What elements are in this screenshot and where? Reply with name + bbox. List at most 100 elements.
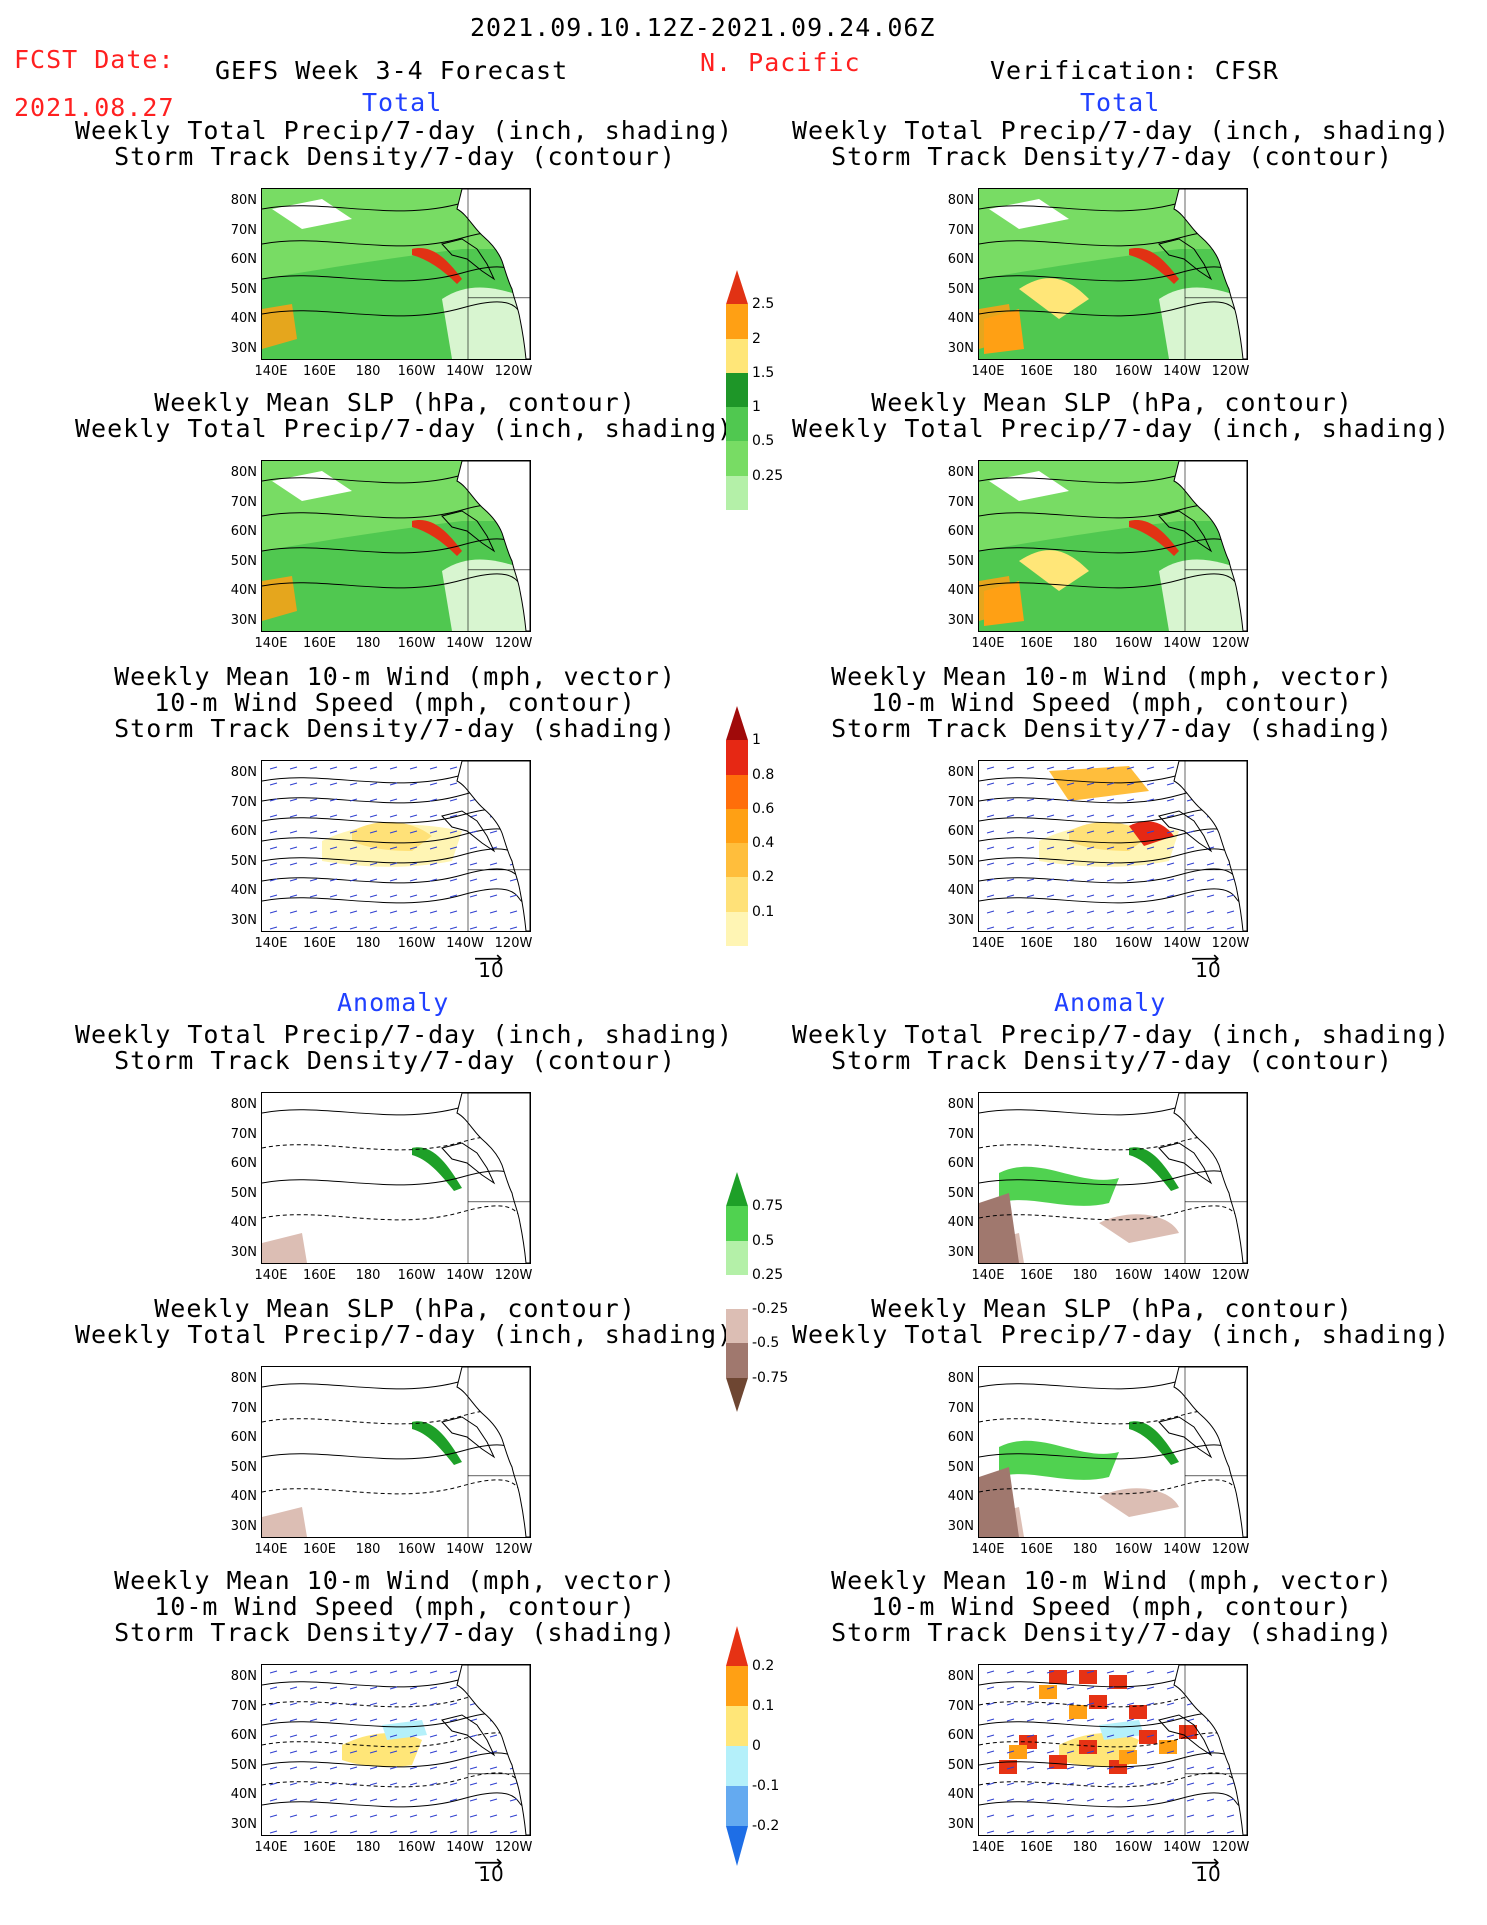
x-tick-right-5-2: 180 [1072,1840,1098,1855]
map-panel-right-0 [978,188,1248,360]
y-tick-right-5-4: 40N [947,1787,974,1802]
y-tick-left-1-4: 40N [230,583,257,598]
y-tick-right-2-1: 70N [947,794,974,810]
panel-left-0-title-1: Weekly Total Precip/7-day (inch, shading… [75,116,734,145]
x-tick-right-2-2: 180 [1072,936,1098,951]
x-tick-left-2-4: 140W [446,936,484,951]
y-tick-left-0-0: 80N [230,193,257,208]
y-tick-left-0-2: 60N [230,252,257,267]
x-tick-left-5-3: 160W [397,1840,436,1855]
x-tick-left-2-1: 160E [302,936,337,951]
y-tick-left-2-4: 40N [230,883,257,898]
x-tick-right-1-2: 180 [1072,636,1098,651]
map-canvas-right-1 [979,461,1247,631]
colorbar-anom_storm_density_colorbar-swatch-4 [726,1666,748,1706]
colorbar-anom_storm_density_colorbar-label-3: 0.1 [752,1698,775,1714]
y-tick-right-5-1: 70N [947,1698,974,1714]
colorbar-anom_precip_colorbar-swatch-5 [726,1206,748,1241]
y-tick-left-1-0: 80N [230,465,257,480]
colorbar-total_storm_density_colorbar-label-5: 1 [752,732,761,749]
y-tick-right-0-5: 30N [947,340,974,356]
x-tick-right-1-0: 140E [971,636,1005,651]
y-tick-left-4-1: 70N [230,1400,257,1416]
x-tick-right-5-1: 160E [1019,1840,1054,1855]
colorbar-total_storm_density_colorbar-label-4: 0.8 [752,766,775,783]
map-canvas-right-5 [979,1665,1247,1835]
x-tick-right-1-4: 140W [1163,636,1201,651]
y-tick-left-5-5: 30N [230,1816,257,1832]
x-tick-left-1-0: 140E [254,636,288,651]
x-tick-right-5-4: 140W [1163,1840,1201,1855]
period-title: 2021.09.10.12Z-2021.09.24.06Z [470,13,936,42]
y-tick-right-3-5: 30N [947,1244,974,1260]
colorbar-anom_storm_density_colorbar-label-4: 0.2 [752,1658,775,1674]
colorbar-anom_storm_density_colorbar-label-2: 0 [752,1738,761,1754]
y-tick-left-5-0: 80N [230,1669,257,1684]
colorbar-total_precip_colorbar-label-2: 1 [752,399,761,416]
x-tick-left-4-2: 180 [355,1542,381,1557]
colorbar-anom_precip_colorbar-swatch-4 [726,1240,748,1275]
colorbar-total_precip_colorbar-swatch-1 [726,441,748,476]
x-tick-right-5-5: 120W [1211,1840,1250,1855]
colorbar-total_storm_density_colorbar-swatch-4 [726,774,748,809]
section-total-left: Total [362,88,443,117]
y-tick-right-2-3: 50N [947,853,974,869]
colorbar-total_storm_density_colorbar-swatch-2 [726,843,748,878]
colorbar-total_precip_colorbar-label-1: 0.5 [752,433,775,450]
y-tick-left-0-5: 30N [230,340,257,356]
y-tick-right-1-1: 70N [947,494,974,510]
y-tick-right-5-2: 60N [947,1728,974,1743]
x-tick-right-3-5: 120W [1211,1268,1250,1283]
colorbar-anom_precip_colorbar-label-4: 0.5 [752,1232,775,1249]
colorbar-anom_precip_colorbar-label-5: 0.75 [752,1198,784,1215]
y-tick-right-1-5: 30N [947,612,974,628]
vector-ref-arrow-left-5: ⟶ [474,1850,503,1874]
panel-left-5-title-3: Storm Track Density/7-day (shading) [114,1618,676,1647]
y-tick-right-4-1: 70N [947,1400,974,1416]
y-tick-left-4-0: 80N [230,1371,257,1386]
y-tick-right-4-5: 30N [947,1518,974,1534]
map-canvas-left-1 [262,461,530,631]
x-tick-left-1-1: 160E [302,636,337,651]
map-canvas-right-4 [979,1367,1247,1537]
x-tick-right-4-1: 160E [1019,1542,1054,1557]
panel-left-4-title-2: Weekly Total Precip/7-day (inch, shading… [75,1320,734,1349]
y-tick-right-3-1: 70N [947,1126,974,1142]
x-tick-left-3-3: 160W [397,1268,436,1283]
x-tick-left-4-3: 160W [397,1542,436,1557]
vector-ref-left-5: 10 [478,1862,504,1886]
colorbar-total_precip_colorbar-swatch-3 [726,372,748,408]
y-tick-left-4-2: 60N [230,1430,257,1445]
section-total-right: Total [1080,88,1161,117]
x-tick-right-0-0: 140E [971,364,1005,379]
y-tick-right-1-3: 50N [947,553,974,569]
x-tick-left-5-1: 160E [302,1840,337,1855]
x-tick-left-0-5: 120W [494,364,533,379]
x-tick-left-0-2: 180 [355,364,381,379]
x-tick-left-2-5: 120W [494,936,533,951]
y-tick-right-4-2: 60N [947,1430,974,1445]
y-tick-left-3-3: 50N [230,1185,257,1201]
y-tick-right-5-3: 50N [947,1757,974,1773]
colorbar-total_precip_colorbar-label-5: 2.5 [752,296,775,313]
y-tick-right-3-4: 40N [947,1215,974,1230]
x-tick-left-1-5: 120W [494,636,533,651]
y-tick-right-2-2: 60N [947,824,974,839]
colorbar-anom_precip_colorbar-swatch-6 [726,1172,748,1207]
y-tick-right-2-0: 80N [947,765,974,780]
colorbar-total_storm_density_colorbar [726,706,748,946]
colorbar-total_storm_density_colorbar-label-1: 0.2 [752,869,775,886]
vector-ref-arrow-left-2: ⟶ [474,946,503,970]
y-tick-right-3-3: 50N [947,1185,974,1201]
map-panel-right-2 [978,760,1248,932]
y-tick-left-2-3: 50N [230,853,257,869]
map-canvas-right-0 [979,189,1247,359]
x-tick-left-3-5: 120W [494,1268,533,1283]
colorbar-total_precip_colorbar-label-3: 1.5 [752,364,775,381]
y-tick-right-3-0: 80N [947,1097,974,1112]
map-panel-right-4 [978,1366,1248,1538]
colorbar-anom_precip_colorbar-label-0: -0.75 [752,1369,789,1386]
y-tick-right-1-2: 60N [947,524,974,539]
section-anomaly-left: Anomaly [337,988,450,1017]
y-tick-left-3-0: 80N [230,1097,257,1112]
